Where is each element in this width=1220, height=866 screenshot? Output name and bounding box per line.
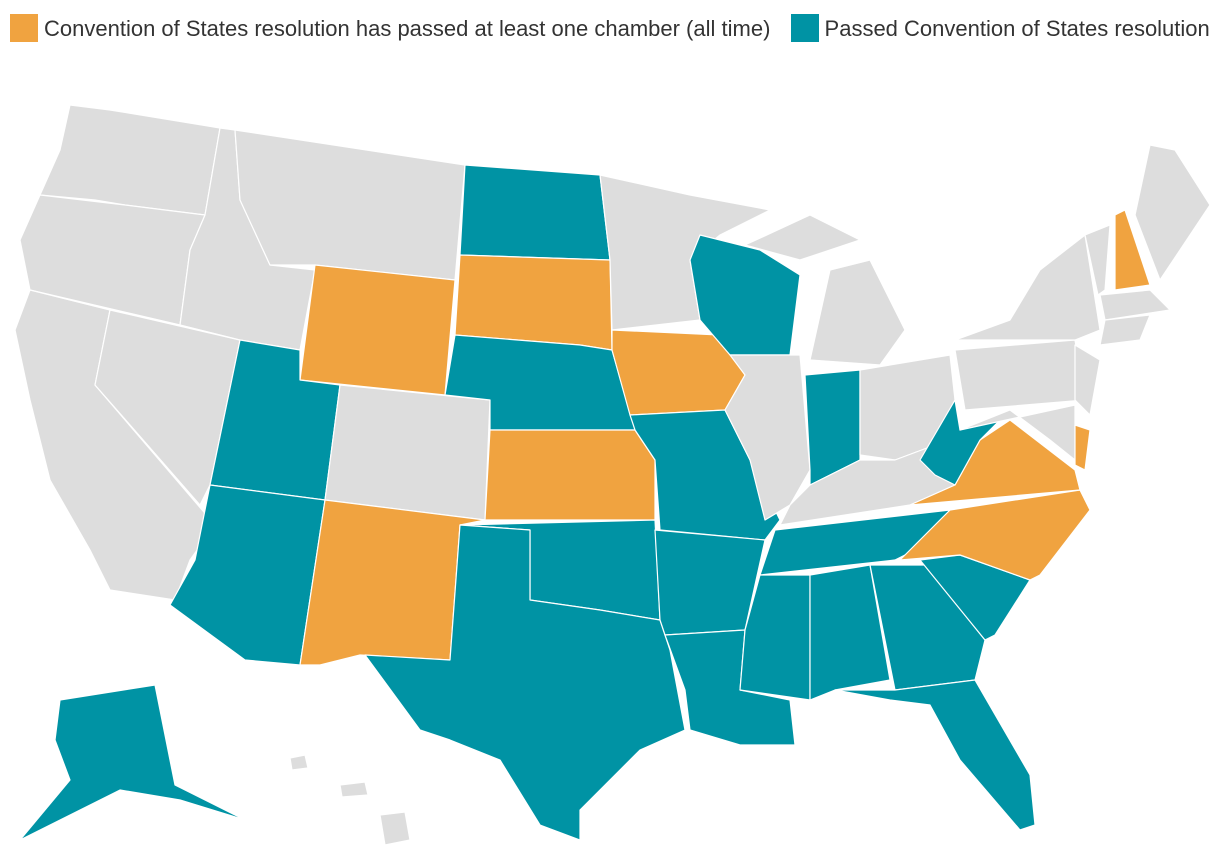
state bbox=[484, 429, 656, 521]
state bbox=[289, 754, 309, 771]
legend-label: Passed Convention of States resolution bbox=[824, 16, 1210, 41]
state bbox=[1134, 144, 1211, 281]
state bbox=[324, 384, 491, 521]
legend-item: Passed Convention of States resolution bbox=[777, 14, 1210, 42]
state bbox=[959, 404, 1076, 461]
legend-swatch bbox=[790, 14, 819, 42]
state bbox=[1074, 344, 1101, 416]
state bbox=[1099, 314, 1151, 346]
state bbox=[339, 781, 369, 798]
state bbox=[724, 354, 811, 521]
legend-label: Convention of States resolution has pass… bbox=[44, 16, 771, 41]
state bbox=[299, 264, 456, 396]
state bbox=[1074, 424, 1091, 471]
state bbox=[809, 564, 891, 701]
state bbox=[379, 811, 411, 846]
state bbox=[954, 339, 1086, 411]
legend: Convention of States resolution has pass… bbox=[10, 12, 1210, 46]
legend-item: Convention of States resolution has pass… bbox=[10, 14, 771, 42]
state bbox=[954, 234, 1101, 341]
state bbox=[454, 254, 613, 351]
state bbox=[689, 234, 801, 356]
state bbox=[1099, 289, 1171, 321]
state bbox=[459, 164, 611, 261]
state bbox=[234, 129, 466, 281]
state bbox=[809, 259, 906, 366]
state bbox=[364, 524, 686, 841]
state bbox=[744, 214, 861, 261]
state bbox=[869, 564, 986, 691]
state bbox=[19, 684, 246, 841]
state bbox=[1114, 209, 1151, 291]
legend-swatch bbox=[10, 14, 38, 42]
state bbox=[1084, 224, 1111, 296]
state bbox=[834, 679, 1036, 831]
state bbox=[899, 489, 1091, 581]
